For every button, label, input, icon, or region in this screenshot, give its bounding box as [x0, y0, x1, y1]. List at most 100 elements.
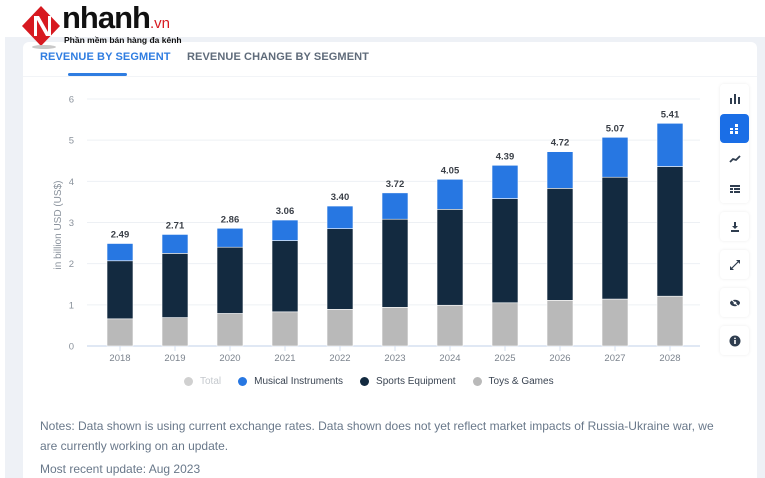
info-button[interactable]	[720, 326, 749, 355]
bar-segment-toys-games	[161, 317, 189, 347]
bar-segment-sports-equipment	[326, 228, 354, 310]
data-label: 5.41	[661, 109, 680, 120]
stacked-bar-icon	[729, 123, 738, 134]
logo-shadow	[32, 45, 56, 49]
legend-item-sports-equipment[interactable]: Sports Equipment	[360, 376, 456, 387]
bar-segment-toys-games	[436, 304, 464, 347]
bar-segment-toys-games	[656, 295, 684, 347]
y-tick-label: 4	[69, 177, 74, 188]
last-update: Most recent update: Aug 2023	[40, 462, 201, 476]
legend-label: Musical Instruments	[254, 376, 344, 387]
y-tick-label: 3	[69, 218, 74, 229]
legend-marker	[184, 377, 193, 386]
info-icon	[729, 335, 740, 346]
hide-button[interactable]	[720, 288, 749, 317]
y-axis-title: in billion USD (US$)	[53, 181, 64, 270]
data-label: 2.86	[221, 214, 240, 225]
bar-segment-toys-games	[216, 313, 244, 347]
data-label: 2.71	[166, 220, 185, 231]
x-tick-label: 2025	[494, 353, 515, 364]
logo-wordmark: nhanh.vn	[62, 0, 171, 35]
legend-item-toys-games[interactable]: Toys & Games	[472, 376, 554, 387]
tab-revenue-change-by-segment[interactable]: REVENUE CHANGE BY SEGMENT	[187, 51, 369, 63]
line-chart-icon	[728, 154, 741, 163]
bar-segment-toys-games	[326, 309, 354, 347]
download-icon	[730, 221, 739, 232]
chart-legend: Total Musical Instruments Sports Equipment…	[184, 376, 571, 387]
bar-segment-sports-equipment	[381, 218, 409, 308]
bar-segment-musical-instruments	[546, 151, 574, 189]
x-tick-label: 2022	[329, 353, 350, 364]
bar-segment-musical-instruments	[381, 192, 409, 220]
bar-segment-toys-games	[106, 318, 134, 347]
stacked-bar-button[interactable]	[720, 114, 749, 143]
y-tick-label: 0	[69, 342, 74, 353]
legend-marker	[238, 377, 248, 386]
logo-mark-icon	[22, 6, 60, 46]
legend-label: Sports Equipment	[376, 376, 456, 387]
bar-segment-toys-games	[271, 311, 299, 347]
bar-segment-sports-equipment	[601, 176, 629, 300]
data-label: 3.06	[276, 206, 295, 217]
x-tick-label: 2021	[274, 353, 295, 364]
bar-segment-sports-equipment	[271, 240, 299, 313]
x-tick-label: 2028	[659, 353, 680, 364]
data-label: 3.72	[386, 179, 405, 190]
bar-chart-icon	[729, 93, 740, 104]
download-button[interactable]	[720, 212, 749, 241]
bar-segment-sports-equipment	[436, 209, 464, 306]
legend-marker	[472, 377, 482, 386]
bar-segment-toys-games	[601, 298, 629, 347]
table-icon	[729, 184, 740, 193]
data-label: 4.39	[496, 151, 515, 162]
bar-segment-musical-instruments	[601, 136, 629, 178]
x-tick-label: 2024	[439, 353, 460, 364]
bar-segment-sports-equipment	[106, 260, 134, 320]
nhanh-logo: nhanh.vn Phần mềm bán hàng đa kênh	[22, 0, 182, 49]
bar-segment-toys-games	[546, 300, 574, 347]
logo-tagline: Phần mềm bán hàng đa kênh	[64, 35, 182, 45]
bar-segment-musical-instruments	[216, 227, 244, 248]
bar-segment-toys-games	[381, 307, 409, 347]
chart-notes: Notes: Data shown is using current excha…	[40, 419, 714, 453]
data-label: 5.07	[606, 123, 625, 134]
bar-segment-musical-instruments	[161, 234, 189, 254]
hide-icon	[729, 298, 740, 307]
bar-segment-musical-instruments	[436, 178, 464, 210]
x-tick-label: 2019	[164, 353, 185, 364]
table-view-button[interactable]	[720, 174, 749, 203]
fullscreen-button[interactable]	[720, 250, 749, 279]
bar-segment-musical-instruments	[656, 122, 684, 167]
bar-segment-sports-equipment	[216, 246, 244, 314]
x-tick-label: 2020	[219, 353, 240, 364]
bar-segment-musical-instruments	[491, 164, 519, 199]
x-tick-label: 2027	[604, 353, 625, 364]
bar-segment-musical-instruments	[106, 243, 134, 262]
line-chart-button[interactable]	[720, 144, 749, 173]
y-tick-label: 2	[69, 259, 74, 270]
data-label: 2.49	[111, 229, 130, 240]
tab-revenue-by-segment[interactable]: REVENUE BY SEGMENT	[40, 51, 171, 63]
y-tick-label: 5	[69, 136, 74, 147]
x-tick-label: 2023	[384, 353, 405, 364]
bar-segment-sports-equipment	[491, 198, 519, 304]
bar-segment-toys-games	[491, 302, 519, 347]
bar-segment-sports-equipment	[546, 188, 574, 301]
bar-segment-sports-equipment	[161, 253, 189, 318]
y-tick-label: 6	[69, 95, 74, 106]
x-tick-label: 2026	[549, 353, 570, 364]
legend-item-total[interactable]: Total	[184, 376, 221, 387]
tab-divider	[23, 76, 757, 77]
legend-label: Toys & Games	[488, 376, 554, 387]
legend-item-musical-instruments[interactable]: Musical Instruments	[238, 376, 343, 387]
legend-label: Total	[200, 376, 222, 387]
bar-chart-button[interactable]	[720, 84, 749, 113]
bar-segment-sports-equipment	[656, 166, 684, 297]
legend-marker	[360, 377, 370, 386]
y-tick-label: 1	[69, 300, 74, 311]
active-tab-indicator	[68, 73, 127, 76]
data-label: 4.05	[441, 165, 460, 176]
bar-segment-musical-instruments	[271, 219, 299, 241]
expand-icon	[729, 259, 740, 270]
